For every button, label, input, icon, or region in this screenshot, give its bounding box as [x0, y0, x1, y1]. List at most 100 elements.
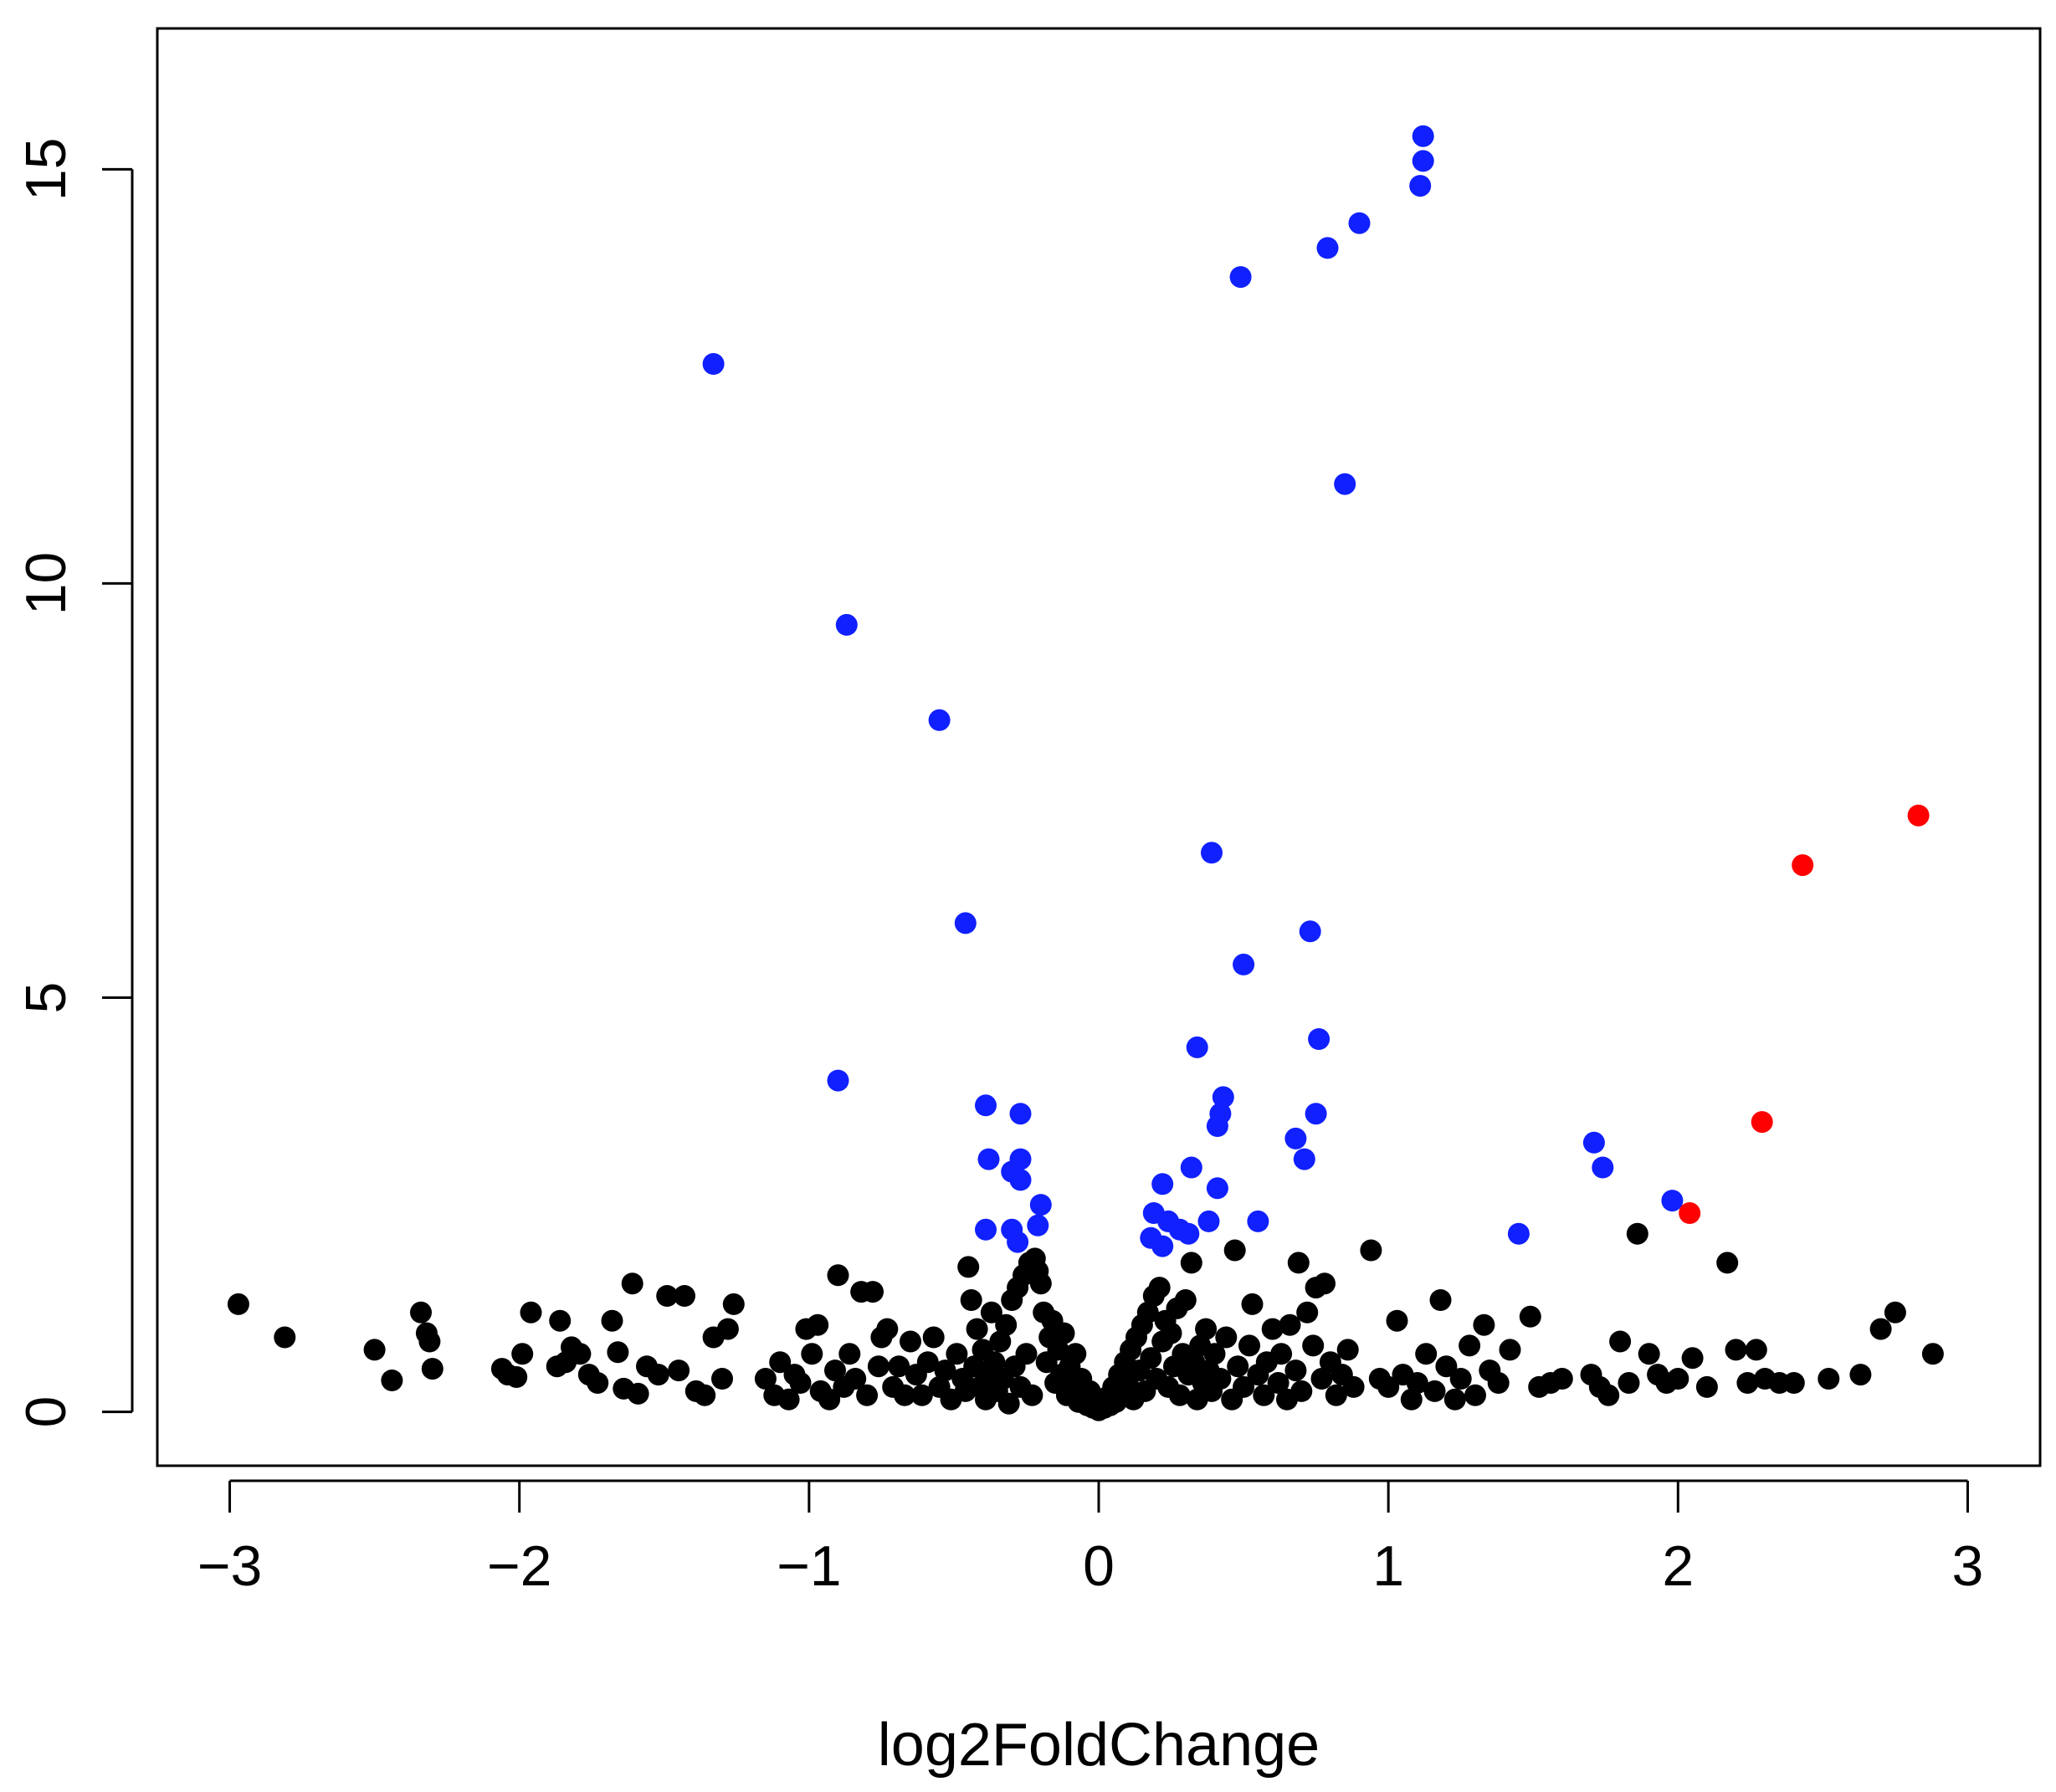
data-point [1007, 1231, 1029, 1253]
data-point [1177, 1222, 1200, 1245]
data-point [1751, 1111, 1773, 1134]
data-point [922, 1326, 945, 1349]
data-point [1609, 1330, 1632, 1353]
x-axis: −3 −2 −1 0 1 2 3 [197, 1479, 1983, 1598]
data-point [983, 1351, 1006, 1374]
data-point [1907, 804, 1930, 827]
data-point [1201, 842, 1223, 864]
data-point [1247, 1210, 1269, 1232]
data-point [1140, 1347, 1162, 1370]
data-point [975, 1218, 997, 1241]
data-point [1443, 1388, 1466, 1411]
data-point [1270, 1343, 1293, 1365]
data-point [862, 1281, 884, 1303]
data-point [1233, 1375, 1255, 1398]
data-point [975, 1094, 997, 1117]
data-point [1206, 1115, 1228, 1137]
data-point [1818, 1368, 1840, 1390]
data-point [1849, 1364, 1872, 1386]
data-point [1638, 1343, 1660, 1365]
data-point [997, 1392, 1020, 1415]
x-tick-label: −1 [777, 1534, 842, 1598]
data-point [1227, 1355, 1249, 1378]
data-point [946, 1343, 968, 1365]
data-point [716, 1318, 739, 1340]
data-point [1168, 1384, 1191, 1406]
data-point [1209, 1368, 1232, 1390]
data-point [381, 1370, 403, 1391]
data-point [1160, 1322, 1182, 1344]
data-point [1507, 1222, 1530, 1245]
data-point [1212, 1086, 1234, 1108]
data-point [1487, 1372, 1510, 1394]
data-point [916, 1351, 939, 1374]
data-point [1314, 1272, 1336, 1295]
data-point [777, 1388, 800, 1411]
data-point [711, 1368, 733, 1390]
data-point [1736, 1372, 1759, 1394]
data-point [1151, 1235, 1174, 1257]
data-point [900, 1330, 921, 1353]
data-points [227, 125, 1944, 1421]
data-point [1400, 1388, 1423, 1411]
data-point [274, 1326, 296, 1349]
y-tick-label: 5 [14, 982, 78, 1014]
data-point [1284, 1127, 1307, 1149]
y-tick-label: 0 [14, 1396, 78, 1428]
x-tick-label: −3 [197, 1534, 263, 1598]
data-point [1869, 1318, 1892, 1340]
data-point [1415, 1343, 1438, 1365]
data-point [801, 1343, 823, 1365]
data-point [1267, 1372, 1289, 1394]
data-point [1302, 1334, 1325, 1357]
data-point [1716, 1252, 1739, 1274]
data-point [1021, 1384, 1043, 1406]
data-point [1047, 1339, 1069, 1361]
data-point [418, 1330, 441, 1353]
data-point [1695, 1375, 1718, 1398]
data-point [1884, 1301, 1906, 1324]
data-point [807, 1313, 829, 1336]
data-point [511, 1343, 534, 1365]
data-point [1009, 1169, 1032, 1191]
data-point [989, 1330, 1012, 1353]
data-point [980, 1301, 1002, 1324]
data-point [894, 1384, 916, 1406]
data-point [520, 1301, 542, 1324]
data-point [1334, 473, 1356, 495]
data-point [1423, 1380, 1446, 1402]
data-point [1473, 1313, 1495, 1336]
data-point [505, 1366, 528, 1388]
data-point [1293, 1148, 1315, 1170]
data-point [722, 1293, 745, 1315]
data-point [1279, 1313, 1301, 1336]
data-point [702, 353, 725, 375]
data-point [1174, 1289, 1197, 1311]
data-point [1261, 1318, 1284, 1340]
data-point [954, 912, 977, 934]
data-point [1429, 1289, 1452, 1311]
data-point [1377, 1375, 1400, 1398]
x-tick-label: 2 [1662, 1534, 1694, 1598]
data-point [694, 1384, 716, 1406]
data-point [960, 1289, 982, 1311]
data-point [1186, 1036, 1208, 1058]
data-point [1618, 1372, 1640, 1394]
data-point [1325, 1384, 1347, 1406]
x-axis-title: log2FoldChange [878, 1712, 1320, 1779]
data-point [827, 1069, 849, 1092]
data-point [867, 1355, 890, 1378]
data-point [1679, 1202, 1701, 1224]
data-point [1284, 1359, 1307, 1382]
data-point [1409, 175, 1432, 197]
data-point [1360, 1239, 1382, 1262]
data-point [1582, 1131, 1605, 1154]
data-point [1238, 1334, 1260, 1357]
data-point [1305, 1103, 1327, 1125]
data-point [824, 1359, 846, 1382]
data-point [1310, 1368, 1333, 1390]
data-point [1348, 212, 1371, 234]
data-point [1499, 1339, 1521, 1361]
data-point [1681, 1347, 1704, 1370]
